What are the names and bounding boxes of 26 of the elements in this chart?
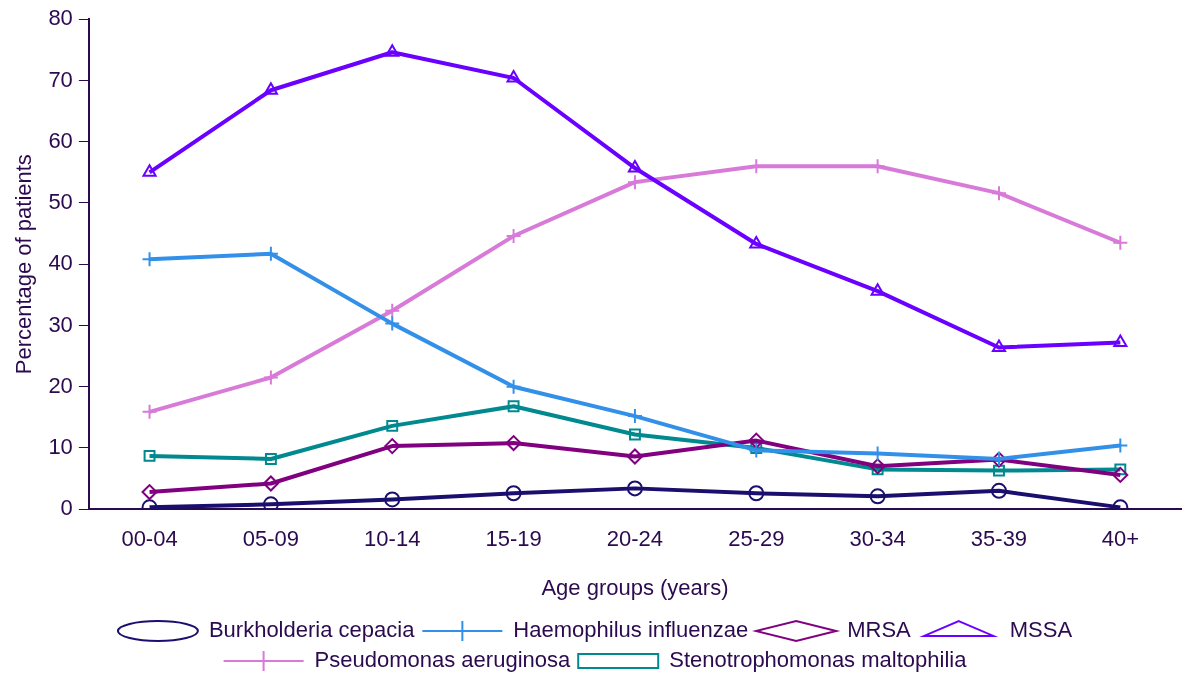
legend-label: MSSA [1009,617,1073,643]
y-axis-title: Percentage of patients [11,154,37,375]
x-tick-label: 25-29 [728,526,785,552]
x-tick-label: 30-34 [849,526,906,552]
y-tick-label: 50 [48,189,73,215]
legend-label: Stenotrophomonas maltophilia [669,647,968,673]
y-tick-label: 10 [48,434,73,460]
x-tick-label: 20-24 [606,526,664,552]
x-tick-label: 00-04 [121,526,178,552]
y-tick-label: 70 [48,66,73,92]
y-tick-label: 40 [48,250,73,276]
x-tick-label: 35-39 [970,526,1028,552]
x-tick-label: 40+ [1101,526,1139,552]
y-tick-label: 0 [60,495,73,521]
x-axis-title: Age groups (years) [541,574,729,600]
legend-label: MRSA [847,617,912,643]
x-tick-label: 05-09 [242,526,300,552]
legend-label: Burkholderia cepacia [208,617,416,643]
legend-label: Pseudomonas aeruginosa [314,647,571,673]
y-tick-label: 80 [48,5,73,31]
x-tick-label: 15-19 [485,526,542,552]
y-tick-label: 60 [48,127,73,153]
y-tick-label: 30 [48,311,73,337]
legend-label: Haemophilus influenzae [513,617,749,643]
x-tick-label: 10-14 [364,526,421,552]
y-tick-label: 20 [48,372,73,398]
